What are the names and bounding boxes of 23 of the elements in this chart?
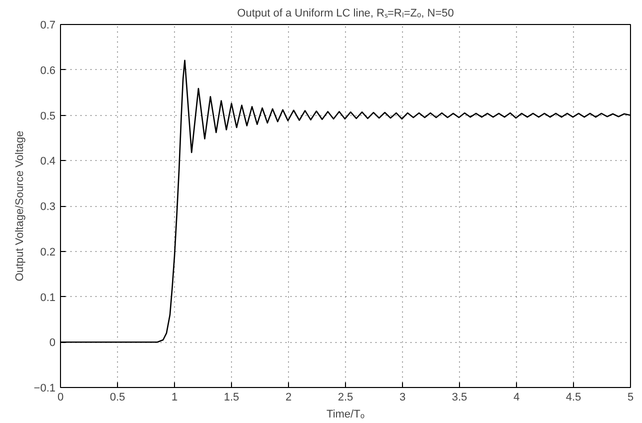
x-tick-label: 4 bbox=[513, 392, 520, 404]
y-tick-label: 0 bbox=[49, 337, 56, 350]
x-tick-label: 1 bbox=[171, 392, 178, 404]
x-tick-label: 2.5 bbox=[338, 392, 354, 404]
chart-title: Output of a Uniform LC line, Rₛ=Rₗ=Zₒ, N=50 bbox=[237, 8, 454, 20]
y-tick-label: 0.1 bbox=[40, 292, 56, 304]
y-tick-label: −0.1 bbox=[34, 382, 56, 394]
x-tick-label: 4.5 bbox=[566, 392, 582, 404]
x-tick-label: 0.5 bbox=[110, 392, 126, 404]
y-tick-label: 0.3 bbox=[40, 201, 56, 213]
y-tick-label: 0.4 bbox=[40, 156, 56, 168]
x-tick-label: 3 bbox=[399, 392, 406, 404]
x-tick-label: 0 bbox=[57, 392, 64, 404]
x-tick-label: 3.5 bbox=[452, 392, 468, 404]
y-tick-label: 0.6 bbox=[40, 64, 56, 77]
x-tick-label: 5 bbox=[627, 392, 634, 404]
y-tick-label: 0.7 bbox=[40, 20, 56, 32]
y-axis-title: Output Voltage/Source Voltage bbox=[14, 130, 26, 282]
y-tick-label: 0.5 bbox=[40, 110, 56, 122]
x-tick-label: 2 bbox=[285, 392, 292, 404]
x-axis-title: Time/Tₒ bbox=[326, 408, 364, 420]
y-tick-label: 0.2 bbox=[40, 246, 56, 258]
x-tick-label: 1.5 bbox=[224, 392, 240, 404]
